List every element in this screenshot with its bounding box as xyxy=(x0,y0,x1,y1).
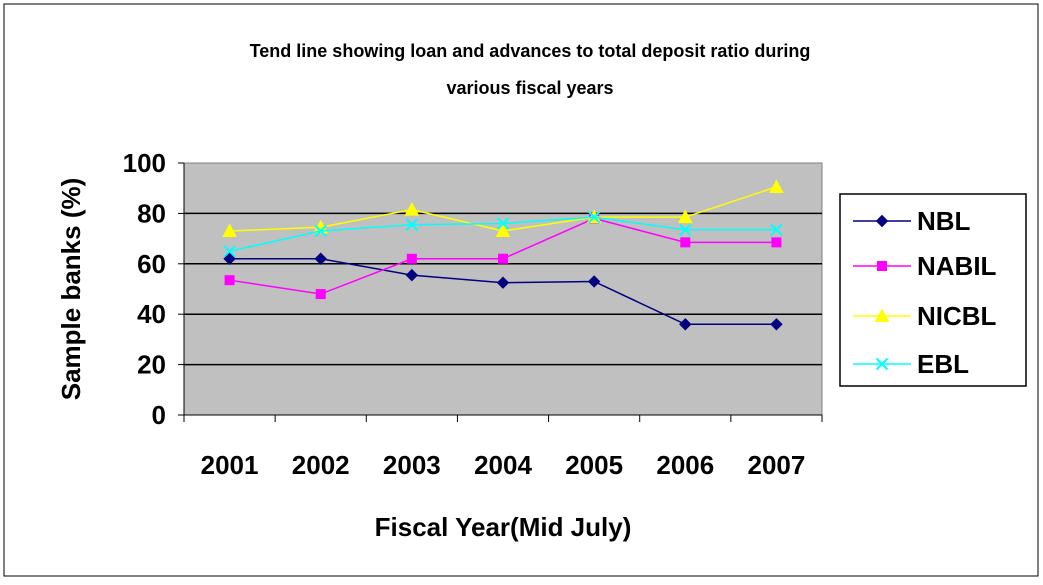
x-tick-label: 2002 xyxy=(292,450,350,480)
data-point xyxy=(771,237,782,248)
data-point xyxy=(496,276,510,289)
x-tick-label: 2003 xyxy=(383,450,441,480)
x-tick-label: 2006 xyxy=(656,450,714,480)
y-tick-label: 40 xyxy=(137,299,166,329)
data-point xyxy=(677,209,693,224)
series-layer xyxy=(222,179,784,331)
data-point xyxy=(314,252,327,265)
data-point xyxy=(495,223,511,238)
legend-item-nicbl: NICBL xyxy=(853,301,997,331)
x-tick-label: 2005 xyxy=(565,450,623,480)
y-tick-label: 0 xyxy=(152,400,166,430)
data-point xyxy=(406,253,417,264)
y-axis-label: Sample banks (%) xyxy=(56,178,86,401)
x-tick-label: 2007 xyxy=(748,450,806,480)
data-point xyxy=(679,318,692,331)
x-tick-labels: 2001 2002 2003 2004 2005 2006 2007 xyxy=(201,450,806,480)
data-point xyxy=(496,217,510,230)
legend-item-nbl: NBL xyxy=(853,206,971,236)
data-point xyxy=(223,244,236,258)
gridlines xyxy=(184,212,822,366)
data-point xyxy=(587,210,601,224)
series-ebl xyxy=(223,210,783,258)
data-point xyxy=(224,275,235,286)
legend-label: NICBL xyxy=(917,301,997,331)
y-tick-label: 20 xyxy=(137,350,166,380)
legend-label: NABIL xyxy=(917,251,997,281)
data-point xyxy=(770,223,783,236)
legend: NBL NABIL NICBL EBL xyxy=(839,193,1027,387)
y-tick-label: 80 xyxy=(137,198,166,228)
y-tick-label: 60 xyxy=(137,249,166,279)
legend-marker xyxy=(875,214,889,228)
legend-marker xyxy=(877,261,887,271)
axes xyxy=(178,162,823,422)
series-nicbl xyxy=(222,179,784,238)
data-point xyxy=(222,223,237,238)
data-point xyxy=(315,289,326,300)
y-tick-label: 100 xyxy=(123,148,166,178)
data-point xyxy=(769,179,784,193)
legend-box xyxy=(839,193,1027,387)
data-point xyxy=(680,237,691,248)
chart-title-line-1: Tend line showing loan and advances to t… xyxy=(250,41,811,61)
y-tick-labels: 0 20 40 60 80 100 xyxy=(123,148,166,430)
plot-area xyxy=(183,162,823,416)
x-axis-label: Fiscal Year(Mid July) xyxy=(375,512,632,542)
legend-marker xyxy=(874,308,890,322)
data-point xyxy=(498,253,508,264)
legend-label: EBL xyxy=(917,349,969,379)
series-nabil xyxy=(224,213,782,300)
data-point xyxy=(405,268,419,282)
series-nbl xyxy=(223,252,783,331)
legend-label: NBL xyxy=(917,206,971,236)
legend-marker xyxy=(875,357,889,371)
data-point xyxy=(770,318,783,331)
data-point xyxy=(405,218,419,231)
data-point xyxy=(679,223,692,236)
legend-item-nabil: NABIL xyxy=(853,251,997,281)
x-tick-label: 2004 xyxy=(474,450,532,480)
data-point xyxy=(314,224,327,238)
chart-title-line-2: various fiscal years xyxy=(446,78,613,98)
data-point xyxy=(404,202,420,216)
data-point xyxy=(587,275,601,288)
data-point xyxy=(223,252,236,265)
x-tick-label: 2001 xyxy=(201,450,259,480)
legend-item-ebl: EBL xyxy=(853,349,969,379)
